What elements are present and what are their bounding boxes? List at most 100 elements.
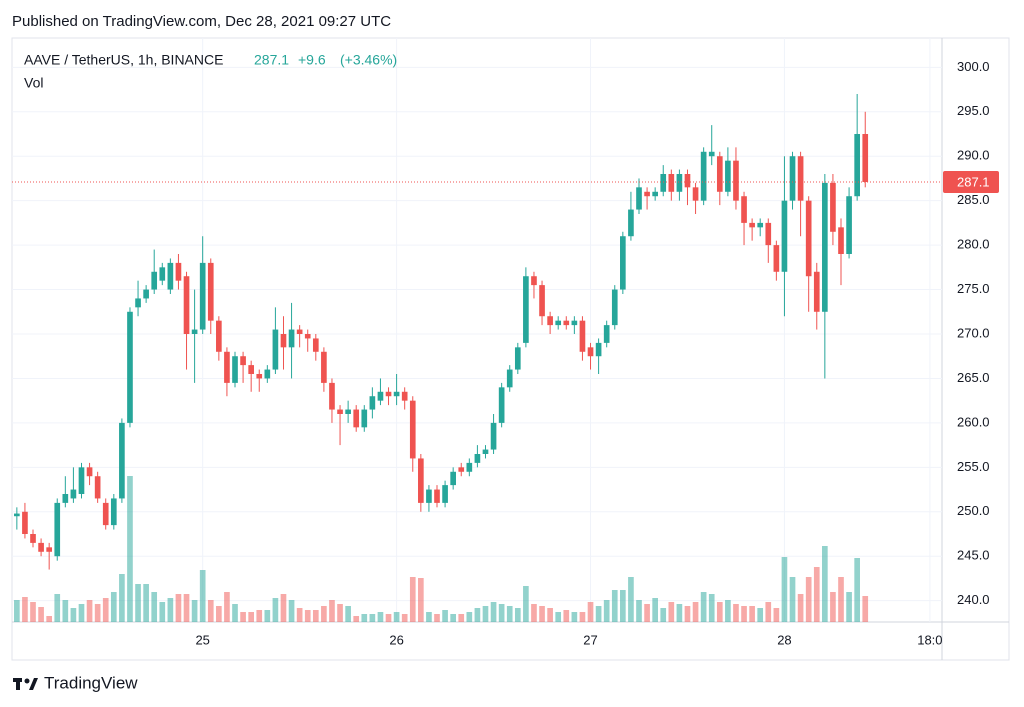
y-tick-label: 275.0 — [957, 281, 990, 296]
candle-body — [587, 347, 594, 357]
y-tick-label: 250.0 — [957, 503, 990, 518]
volume-bar — [862, 596, 869, 622]
volume-bar — [409, 577, 416, 622]
candle-body — [563, 320, 570, 326]
volume-bar — [781, 557, 788, 622]
volume-bar — [321, 606, 327, 622]
candle-body — [490, 422, 497, 450]
candle-body — [652, 191, 658, 197]
volume-bar — [385, 614, 392, 622]
volume-bar — [482, 606, 489, 622]
candle-body — [579, 320, 586, 352]
candle-body — [781, 200, 788, 272]
change-pct: (+3.46%) — [340, 52, 397, 68]
volume-pane — [14, 476, 869, 622]
candle-body — [62, 494, 69, 503]
volume-bar — [377, 612, 384, 622]
candle-body — [676, 174, 683, 192]
candle-body — [418, 458, 424, 503]
volume-bar — [46, 616, 52, 622]
candle-body — [102, 502, 109, 526]
candle-body — [119, 422, 125, 499]
candle-body — [725, 160, 731, 192]
volume-bar — [232, 604, 238, 622]
volume-bar — [62, 600, 69, 622]
volume-bar — [846, 592, 852, 622]
candle-body — [86, 467, 93, 477]
volume-bar — [830, 592, 836, 622]
y-tick-label: 270.0 — [957, 325, 990, 340]
candle-body — [361, 409, 368, 428]
volume-bar — [127, 476, 133, 622]
volume-bar — [749, 606, 755, 622]
x-tick-label: 28 — [777, 632, 791, 647]
candle-body — [167, 262, 174, 290]
x-tick-label: 18:0 — [917, 632, 942, 647]
volume-bar — [401, 614, 408, 622]
volume-bar — [256, 610, 263, 622]
volume-bar — [207, 600, 214, 622]
candle-body — [426, 489, 432, 503]
volume-bar — [838, 577, 844, 622]
candle-body — [191, 329, 198, 334]
volume-bar — [603, 600, 610, 622]
candle-body — [110, 498, 117, 526]
y-tick-label: 255.0 — [957, 459, 990, 474]
y-tick-label: 240.0 — [957, 592, 990, 607]
candle-body — [46, 547, 52, 552]
candle-body — [474, 454, 481, 463]
candle-body — [749, 222, 755, 228]
volume-bar — [280, 594, 287, 622]
candle-body — [38, 542, 44, 552]
brand: TradingView — [44, 673, 138, 692]
candle-body — [733, 160, 739, 201]
candle-body — [838, 227, 844, 254]
y-tick-label: 265.0 — [957, 370, 990, 385]
x-tick-label: 26 — [389, 632, 403, 647]
candle-body — [199, 262, 206, 330]
volume-label: Vol — [24, 75, 43, 91]
candle-body — [321, 351, 327, 383]
volume-bar — [466, 612, 473, 622]
candle-body — [741, 196, 747, 223]
candle-body — [94, 476, 101, 499]
candle-body — [716, 156, 723, 192]
volume-bar — [450, 614, 456, 622]
candle-body — [329, 382, 335, 410]
y-tick-label: 290.0 — [957, 148, 990, 163]
candle-body — [70, 489, 77, 499]
volume-bar — [418, 578, 424, 622]
candle-body — [797, 156, 804, 201]
volume-bar — [668, 602, 675, 622]
volume-bar — [636, 600, 642, 622]
volume-bar — [304, 610, 311, 622]
candle-body — [272, 329, 279, 370]
volume-bar — [644, 604, 650, 622]
volume-bar — [579, 612, 586, 622]
volume-bar — [199, 570, 206, 622]
x-tick-label: 27 — [583, 632, 597, 647]
candle-body — [506, 369, 513, 388]
volume-bar — [167, 598, 174, 622]
volume-bar — [708, 594, 715, 622]
volume-bar — [571, 612, 578, 622]
published: Published on TradingView.com, Dec 28, 20… — [12, 13, 391, 30]
candle-body — [345, 409, 351, 414]
candle-body — [830, 182, 836, 232]
candle-body — [531, 276, 537, 286]
volume-bar — [595, 606, 602, 622]
volume-bar — [805, 577, 812, 622]
volume-bar — [789, 577, 796, 622]
candle-body — [159, 267, 166, 281]
last-price: 287.1 — [254, 52, 289, 68]
volume-bar — [110, 592, 117, 622]
candle-body — [684, 174, 691, 188]
candle-body — [620, 236, 626, 290]
volume-bar — [547, 608, 553, 622]
volume-bar — [345, 606, 351, 622]
candle-body — [523, 276, 529, 343]
volume-bar — [272, 598, 279, 622]
brand-logo — [13, 678, 38, 690]
volume-bar — [506, 606, 513, 622]
volume-bar — [369, 614, 376, 622]
